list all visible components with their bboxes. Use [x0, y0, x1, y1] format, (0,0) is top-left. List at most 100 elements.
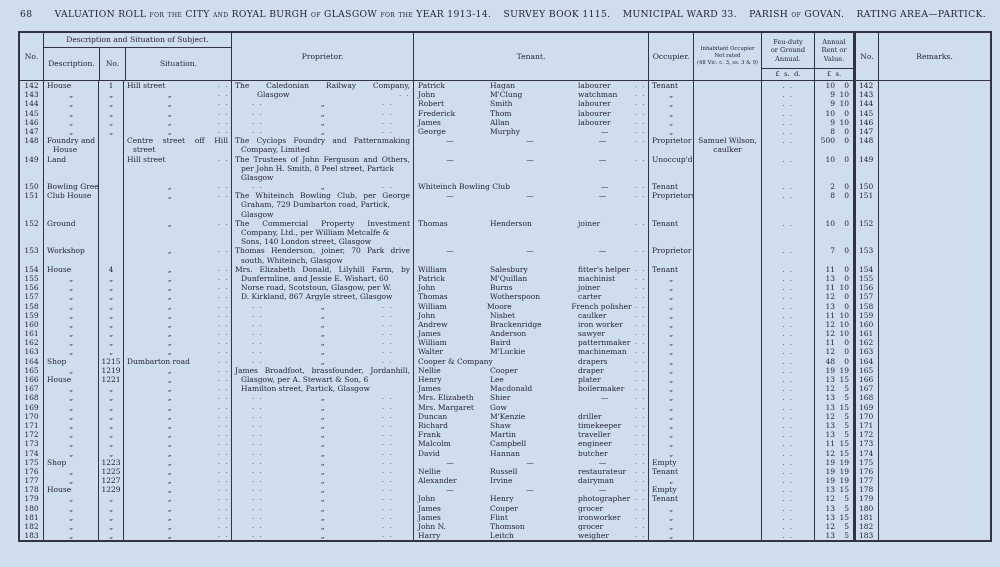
tenant-cell [414, 228, 649, 238]
street-no-cell: „ [99, 503, 124, 513]
occupier-cell: „ [649, 99, 694, 109]
tenant-first-name: Whiteinch Bowling Club [418, 182, 511, 192]
tenant-dots: . . [635, 182, 646, 191]
remarks-cell [879, 375, 990, 384]
situation-cell: „ . . [124, 117, 232, 127]
row-no-right: 172 [854, 430, 879, 440]
annual-rent-cell: 12 0 [815, 347, 854, 357]
row-no-right: 143 [854, 90, 879, 100]
row-no: 147 [20, 126, 44, 137]
situation-text: „ [167, 108, 172, 118]
inhabitant-occupier-cell [694, 393, 762, 403]
situation-dots: . . [218, 182, 229, 191]
annual-rent-cell [815, 228, 854, 238]
tenant-first-name: Richard [418, 420, 448, 430]
situation-dots: . . [218, 512, 229, 521]
street-no-cell: 1 [99, 81, 124, 91]
tenant-surname: Martin [490, 430, 516, 440]
row-no-right: 165 [854, 365, 879, 375]
row-no: 181 [20, 512, 44, 522]
tenant-cell: Thomas Henderson joiner . . [414, 218, 649, 228]
remarks-cell [879, 302, 990, 311]
tenant-first-name: — [446, 191, 454, 201]
rent-pounds: 10 [825, 108, 835, 118]
table-row: 145 „ „ „. .. . „. . Frederick Thom labourer. .… [20, 108, 990, 118]
situation-text: „ [167, 182, 172, 192]
proprietor-dots: . . [252, 466, 263, 475]
situation-dots: . . [218, 218, 229, 227]
remarks-cell [879, 430, 990, 439]
inhabitant-occupier-cell [694, 512, 762, 522]
row-no: 169 [20, 402, 44, 412]
col-header-annual-rent: Annual Rent or Value. £ s. [815, 33, 854, 80]
tenant-dots: . . [635, 99, 646, 108]
proprietor-dots: . . [252, 531, 263, 540]
rent-pounds: 13 [825, 512, 835, 522]
rent-shillings: 5 [844, 393, 849, 403]
feu-duty-dots: . . [782, 357, 794, 366]
rent-shillings: 10 [839, 117, 849, 127]
description-cell: Shop [44, 356, 99, 366]
proprietor-cell: . . „ . . [232, 347, 414, 357]
street-no-cell: „ [99, 402, 124, 412]
feu-duty-cell: . . [762, 292, 815, 302]
situation-dots: . . [218, 99, 229, 108]
proprietor-cell: D. Kirkland, 867 Argyle street, Glasgow [232, 292, 414, 302]
rent-shillings: 15 [839, 485, 849, 495]
situation-text: „ [167, 430, 172, 440]
annual-rent-cell [815, 200, 854, 210]
table-row: 164 Shop 1215 Dumbarton road. .. . „. . Coope… [20, 356, 990, 366]
inhabitant-occupier-cell [694, 163, 762, 173]
remarks-cell [879, 173, 990, 182]
situation-dots: . . [218, 347, 229, 356]
tenant-surname: Campbell [490, 439, 527, 449]
tenant-cell: John N. Thomson grocer . . [414, 522, 649, 532]
remarks-cell [879, 109, 990, 118]
tenant-first-name: John [418, 494, 436, 504]
inhabitant-occupier-cell [694, 126, 762, 137]
tenant-dots: . . [635, 108, 646, 117]
proprietor-cell: . . „ . . [232, 439, 414, 449]
situation-cell [124, 163, 232, 173]
col-group-description-situation: Description and Situation of Subject. De… [44, 33, 232, 80]
annual-rent-cell: 10 0 [815, 218, 854, 228]
tenant-surname: Couper [490, 503, 518, 513]
situation-dots: . . [218, 329, 229, 338]
proprietor-ditto: „ [320, 512, 325, 522]
occupier-cell: „ [649, 126, 694, 137]
row-no: 168 [20, 393, 44, 403]
annual-rent-cell: 12 5 [815, 494, 854, 504]
tenant-surname: M'Luckie [490, 347, 526, 357]
annual-rent-cell: 13 5 [815, 503, 854, 513]
tenant-surname: Wotherspoon [490, 292, 541, 302]
inhabitant-occupier-cell [694, 310, 762, 320]
proprietor-ditto: „ [320, 338, 325, 348]
row-no-right: 163 [854, 347, 879, 357]
feu-duty-cell [762, 163, 815, 173]
description-cell: „ [44, 522, 99, 532]
feu-duty-dots: . . [782, 247, 794, 256]
tenant-surname [490, 182, 578, 191]
description-cell: „ [44, 402, 99, 412]
rent-shillings: 15 [839, 439, 849, 449]
description-cell [44, 172, 99, 183]
situation-dots: . . [218, 154, 229, 163]
tenant-first-name: Nellie [418, 466, 441, 476]
tenant-dots: . . [635, 420, 646, 429]
situation-text: „ [167, 494, 172, 504]
valuation-roll-table: No. Description and Situation of Subject… [18, 31, 992, 543]
annual-rent-cell: 12 5 [815, 522, 854, 532]
occupier-cell: „ [649, 338, 694, 348]
annual-rent-cell: 9 10 [815, 117, 854, 127]
description-cell: „ [44, 273, 99, 284]
occupier-cell: „ [649, 512, 694, 522]
remarks-cell [879, 200, 990, 209]
tenant-occupation: — [598, 191, 607, 201]
tenant-dots: . . [635, 136, 646, 145]
occupier-cell: Tenant [649, 218, 694, 228]
row-no-right: 150 [854, 182, 879, 192]
tenant-dots: . . [635, 411, 646, 420]
remarks-cell [879, 228, 990, 237]
feu-duty-dots: . . [782, 376, 794, 384]
